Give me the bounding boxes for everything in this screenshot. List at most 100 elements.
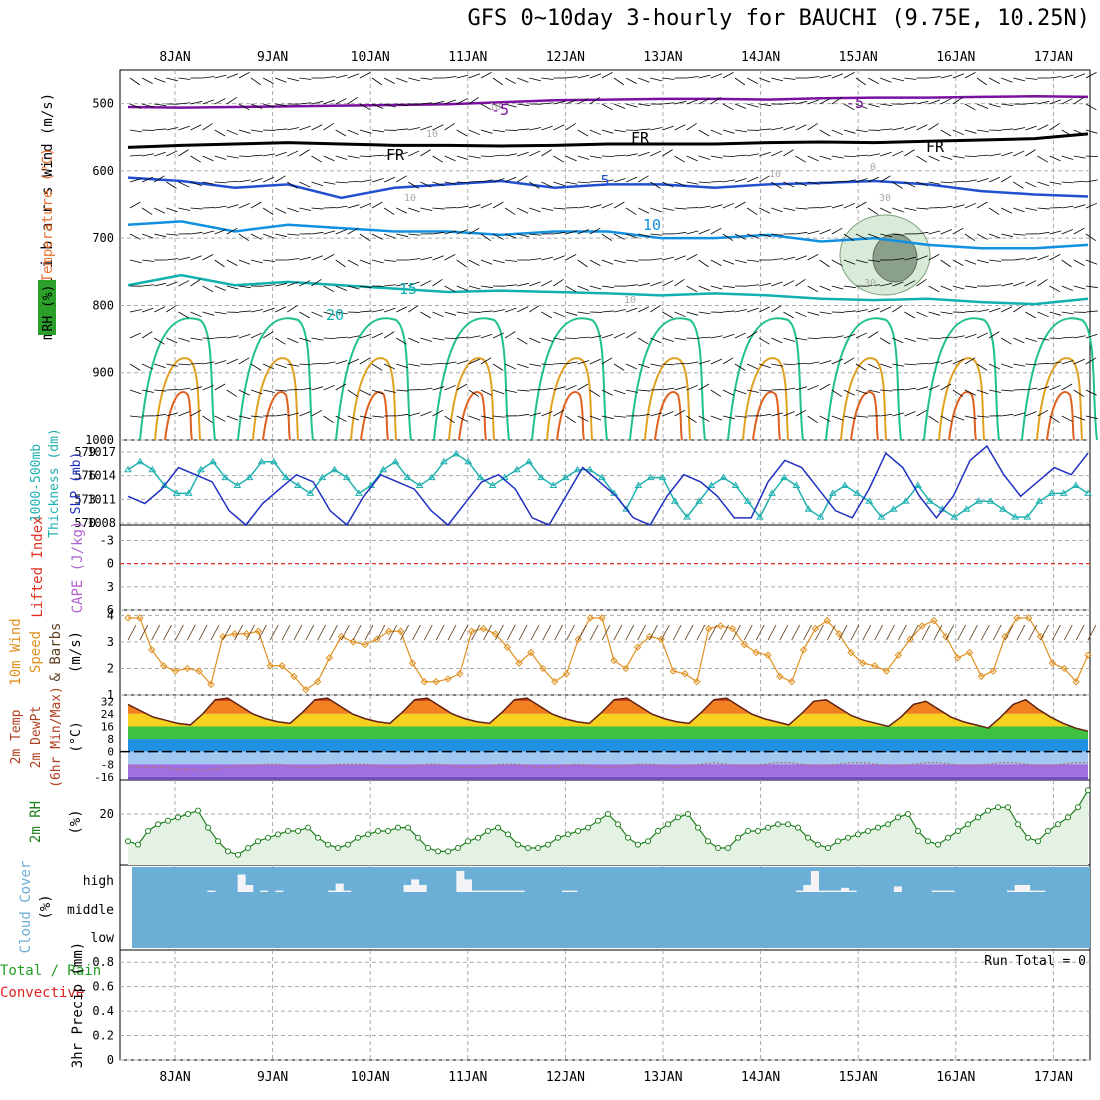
- wind-barb: [541, 411, 553, 417]
- wind-barb: [492, 77, 504, 86]
- wind-barb: [989, 259, 1002, 262]
- wind-barb: [347, 415, 360, 421]
- wind-barb: [577, 229, 589, 235]
- wind-barb: [783, 387, 796, 391]
- y-tick-label: 0.6: [92, 980, 114, 994]
- wind-barb: [904, 77, 917, 80]
- wind-barb: [1037, 155, 1048, 163]
- wind-barb: [843, 415, 856, 420]
- wind-barb: [577, 98, 589, 105]
- wind-barb: [650, 363, 663, 367]
- wind-barb: [323, 415, 334, 424]
- wind-barb: [759, 363, 771, 369]
- wind-barb: [238, 103, 250, 111]
- surface-wind-barb: [957, 624, 966, 641]
- contour-label: 0: [870, 162, 876, 173]
- wind-barb: [492, 129, 505, 133]
- wind-barb: [178, 363, 191, 366]
- wind-barb: [141, 331, 153, 339]
- wind-barb: [553, 124, 565, 131]
- wind-barb: [178, 102, 191, 105]
- rh-point: [725, 845, 731, 851]
- wind-barb: [383, 103, 396, 108]
- wind-speed-point: [195, 667, 203, 675]
- wind-barb: [504, 103, 517, 108]
- wind-barb: [311, 207, 324, 210]
- surface-wind-barb: [613, 624, 623, 641]
- wind-barb: [541, 337, 553, 342]
- wind-barb: [262, 233, 275, 239]
- thickness-point: [719, 473, 728, 481]
- x-tick-label-bottom: 17JAN: [1034, 1070, 1073, 1085]
- wind-barb: [553, 311, 565, 318]
- rh-point: [1015, 821, 1021, 828]
- wind-barb: [275, 233, 287, 238]
- wind-barb: [1001, 282, 1013, 287]
- wind-barb: [396, 363, 408, 369]
- rh-point: [1005, 804, 1011, 811]
- wind-barb: [613, 103, 626, 109]
- wind-barb: [396, 128, 409, 131]
- wind-speed-point: [776, 672, 784, 681]
- wind-barb: [287, 233, 300, 236]
- wind-barb: [456, 360, 469, 365]
- dewpt-line: [127, 762, 1088, 772]
- wind-barb: [722, 415, 735, 420]
- wind-barb: [626, 389, 638, 393]
- wind-barb: [190, 100, 203, 105]
- wind-barb: [601, 179, 614, 183]
- wind-barb: [444, 99, 457, 105]
- wind-barb: [795, 278, 806, 287]
- wind-barb: [892, 281, 904, 287]
- temp-band: [128, 764, 1088, 777]
- wind-barb: [1037, 124, 1049, 131]
- wind-barb: [1037, 409, 1049, 417]
- chart-marks: [120, 72, 1098, 948]
- wind-barb: [601, 129, 614, 134]
- wind-barb: [807, 181, 820, 185]
- wind-barb: [178, 207, 191, 211]
- wind-barb: [335, 311, 348, 315]
- wind-barb: [638, 363, 650, 369]
- wind-barb: [698, 336, 711, 339]
- wind-barb: [601, 285, 614, 289]
- wind-barb: [1085, 202, 1098, 209]
- temp-contour-25: [252, 357, 299, 441]
- wind-barb: [1073, 415, 1086, 421]
- wind-barb: [250, 363, 262, 371]
- rh-point: [145, 828, 151, 834]
- wind-barb: [299, 363, 312, 366]
- wind-speed-point: [787, 678, 796, 686]
- contour-label: 10: [769, 169, 781, 180]
- thickness-point: [913, 481, 922, 488]
- wind-barb: [1085, 285, 1098, 289]
- wind-barb: [613, 259, 626, 264]
- wind-barb: [638, 207, 650, 214]
- wind-barb: [686, 123, 697, 131]
- wind-barb: [335, 181, 348, 184]
- rh-point: [965, 821, 971, 828]
- wind-speed-point: [290, 672, 298, 681]
- wind-barb: [843, 310, 856, 313]
- wind-barb: [480, 129, 493, 134]
- wind-barb: [299, 102, 312, 105]
- cloud-high-bar: [803, 885, 812, 892]
- surface-wind-barb: [672, 624, 682, 641]
- contour-label: 10: [489, 102, 501, 113]
- rh-point: [675, 814, 681, 821]
- wind-barb: [287, 337, 299, 344]
- wind-barb: [577, 415, 589, 422]
- surface-wind-barb: [826, 624, 836, 641]
- wind-barb: [335, 415, 347, 422]
- rh-label-swatch: [38, 280, 56, 335]
- wind-barb: [480, 259, 493, 265]
- wind-barb: [492, 363, 504, 371]
- wind-barb: [843, 285, 856, 289]
- wind-barb: [178, 77, 191, 80]
- rh-point: [305, 824, 311, 831]
- y-tick-label: 0.4: [92, 1004, 114, 1018]
- wind-barb: [214, 98, 226, 105]
- wind-barb: [541, 280, 553, 287]
- wind-barb: [408, 337, 420, 344]
- wind-barb: [396, 233, 408, 238]
